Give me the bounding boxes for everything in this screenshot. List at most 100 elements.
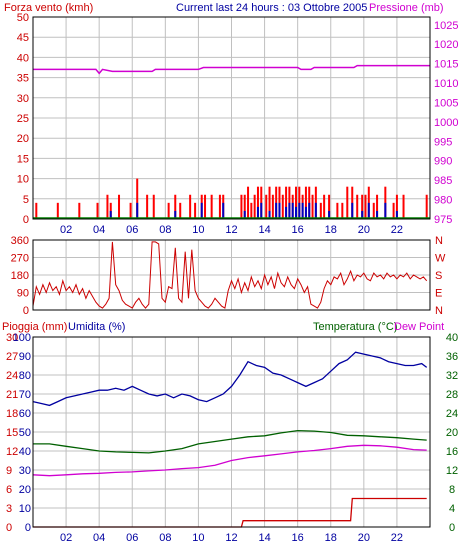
wind-average-bar [288, 202, 291, 219]
wind-gust-bar [425, 194, 428, 219]
rain-tick-label: 12 [6, 446, 18, 458]
pressure-tick-label: 1005 [434, 97, 458, 109]
wind-gust-bar [210, 194, 213, 219]
direction-degree-label: 360 [11, 235, 29, 247]
wind-gust-bar [361, 194, 364, 219]
time-tick-label: 22 [391, 532, 403, 544]
direction-compass-label: S [435, 270, 442, 282]
temperature-axis-title: Temperatura (°C) [313, 321, 397, 333]
time-tick-label: 08 [159, 224, 171, 236]
time-tick-label: 06 [126, 532, 138, 544]
dew-point-line [32, 444, 427, 477]
humidity-tick-label: 60 [19, 408, 31, 420]
wind-gust-bar [146, 194, 149, 219]
wind-average-bar [278, 202, 281, 219]
rain-tick-label: 15 [6, 427, 18, 439]
wind-average-bar [268, 210, 271, 219]
temperature-tick-label: 12 [446, 465, 458, 477]
time-tick-label: 20 [358, 224, 370, 236]
time-tick-label: 04 [93, 532, 105, 544]
pressure-tick-label: 1010 [434, 78, 458, 90]
time-tick-label: 14 [258, 224, 270, 236]
wind-gust-bar [253, 194, 256, 219]
pressure-tick-label: 1025 [434, 20, 458, 32]
humidity-tick-label: 30 [19, 465, 31, 477]
wind-pressure-panel: Forza vento (kmh) Current last 24 hours … [4, 2, 458, 236]
wind-gust-bar [243, 194, 246, 219]
wind-average-bar [256, 206, 259, 219]
wind-gust-bar [96, 202, 99, 219]
wind-gust-bar [129, 202, 132, 219]
rain-tick-label: 6 [6, 484, 12, 496]
rain-tick-label: 21 [6, 389, 18, 401]
time-tick-label: 04 [93, 224, 105, 236]
wind-gust-bar [319, 202, 322, 219]
time-tick-label: 18 [325, 224, 337, 236]
wind-gust-bar [356, 194, 359, 219]
wind-average-bar [301, 202, 304, 219]
wind-average-bar [295, 206, 298, 219]
wind-average-bar [376, 210, 379, 219]
pressure-tick-label: 975 [434, 214, 452, 226]
wind-average-bar [395, 210, 398, 219]
wind-average-bar [174, 210, 177, 219]
wind-gust-bar [174, 194, 177, 219]
humidity-axis-title: Umidita (%) [68, 321, 125, 333]
wind-grid [33, 16, 430, 220]
wind-gust-bar [304, 186, 307, 219]
time-tick-label: 06 [126, 224, 138, 236]
humidity-tick-label: 50 [19, 427, 31, 439]
pressure-tick-label: 995 [434, 136, 452, 148]
wind-average-bar [314, 202, 317, 219]
direction-plot-frame [32, 239, 431, 311]
wind-gust-bar [285, 186, 288, 219]
temperature-tick-label: 36 [446, 351, 458, 363]
direction-degree-label: 0 [23, 305, 29, 317]
wind-tick-label: 20 [17, 133, 29, 145]
pressure-axis-ticks: 975 980 985 990 995 1000 1005 1010 1015 1020 1025 [434, 20, 458, 226]
wind-average-bar [136, 202, 139, 219]
temperature-tick-label: 24 [446, 408, 458, 420]
time-tick-label: 16 [292, 224, 304, 236]
wind-gust-bar [218, 194, 221, 219]
direction-compass-label: N [435, 235, 443, 247]
direction-line [32, 241, 428, 309]
wind-gust-bar [240, 194, 243, 219]
rain-axis-title: Pioggia (mm) [2, 321, 67, 333]
wind-gust-bar [56, 202, 59, 219]
pressure-tick-label: 1020 [434, 39, 458, 51]
wind-gust-bar [341, 202, 344, 219]
wind-gust-bar [281, 194, 284, 219]
rain-tick-label: 3 [6, 503, 12, 515]
wind-average-bar [275, 202, 278, 219]
temperature-tick-label: 0 [449, 522, 455, 534]
time-tick-label: 20 [358, 532, 370, 544]
wind-gust-bar [392, 202, 395, 219]
wind-average-bar [328, 210, 331, 219]
direction-compass-label: W [435, 253, 446, 265]
pressure-tick-label: 980 [434, 195, 452, 207]
wind-tick-label: 30 [17, 93, 29, 105]
time-tick-label: 02 [60, 224, 72, 236]
wind-gust-bar [204, 194, 207, 219]
rain-tick-label: 27 [6, 351, 18, 363]
time-axis-ticks-bottom: 02 04 06 08 10 12 14 16 18 20 22 [60, 532, 403, 544]
pressure-axis-title: Pressione (mb) [369, 2, 444, 14]
wind-gust-bar [376, 194, 379, 219]
wind-tick-label: 50 [17, 12, 29, 24]
wind-gust-bar [256, 186, 259, 219]
wind-average-bar [291, 202, 294, 219]
wind-average-bar [109, 210, 112, 219]
wind-gust-bar [328, 194, 331, 219]
wind-gust-bar [402, 194, 405, 219]
humidity-tick-label: 90 [19, 351, 31, 363]
wind-average-bar [351, 202, 354, 219]
humidity-tick-label: 70 [19, 389, 31, 401]
wind-tick-label: 5 [23, 194, 29, 206]
wind-average-bar [384, 202, 387, 219]
wind-gust-bar [106, 194, 109, 219]
wind-gust-bar [271, 194, 274, 219]
time-tick-label: 12 [225, 532, 237, 544]
